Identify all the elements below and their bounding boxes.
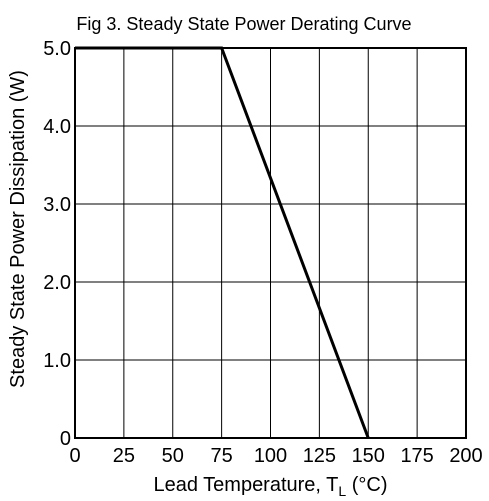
y-tick-label: 3.0 (43, 194, 71, 216)
x-tick-label: 25 (113, 445, 135, 467)
y-tick-label: 5.0 (43, 38, 71, 60)
y-tick-label: 1.0 (43, 350, 71, 372)
x-tick-label: 150 (352, 445, 385, 467)
y-tick-label: 4.0 (43, 116, 71, 138)
x-tick-label: 100 (254, 445, 287, 467)
plot-frame (74, 47, 467, 439)
chart-title: Fig 3. Steady State Power Derating Curve (76, 14, 411, 34)
x-axis-label-suffix: (°C) (346, 474, 387, 496)
y-axis-label: Steady State Power Dissipation (W) (7, 70, 29, 388)
y-tick-label: 2.0 (43, 272, 71, 294)
x-tick-label: 200 (449, 445, 482, 467)
x-tick-labels: 0 25 50 75 100 125 150 175 200 (69, 445, 482, 467)
y-tick-labels: 0 1.0 2.0 3.0 4.0 5.0 (43, 38, 71, 450)
x-axis-label-subscript: L (338, 483, 346, 499)
x-tick-label: 125 (303, 445, 336, 467)
x-axis-label: Lead Temperature, TL (°C) (153, 474, 387, 499)
grid (74, 47, 467, 439)
x-tick-label: 175 (400, 445, 433, 467)
series-line-derating (75, 46, 370, 439)
y-tick-label: 0 (60, 428, 71, 450)
x-tick-label: 75 (211, 445, 233, 467)
x-axis-label-main: Lead Temperature, T (153, 474, 338, 496)
x-tick-label: 0 (69, 445, 80, 467)
x-tick-label: 50 (162, 445, 184, 467)
